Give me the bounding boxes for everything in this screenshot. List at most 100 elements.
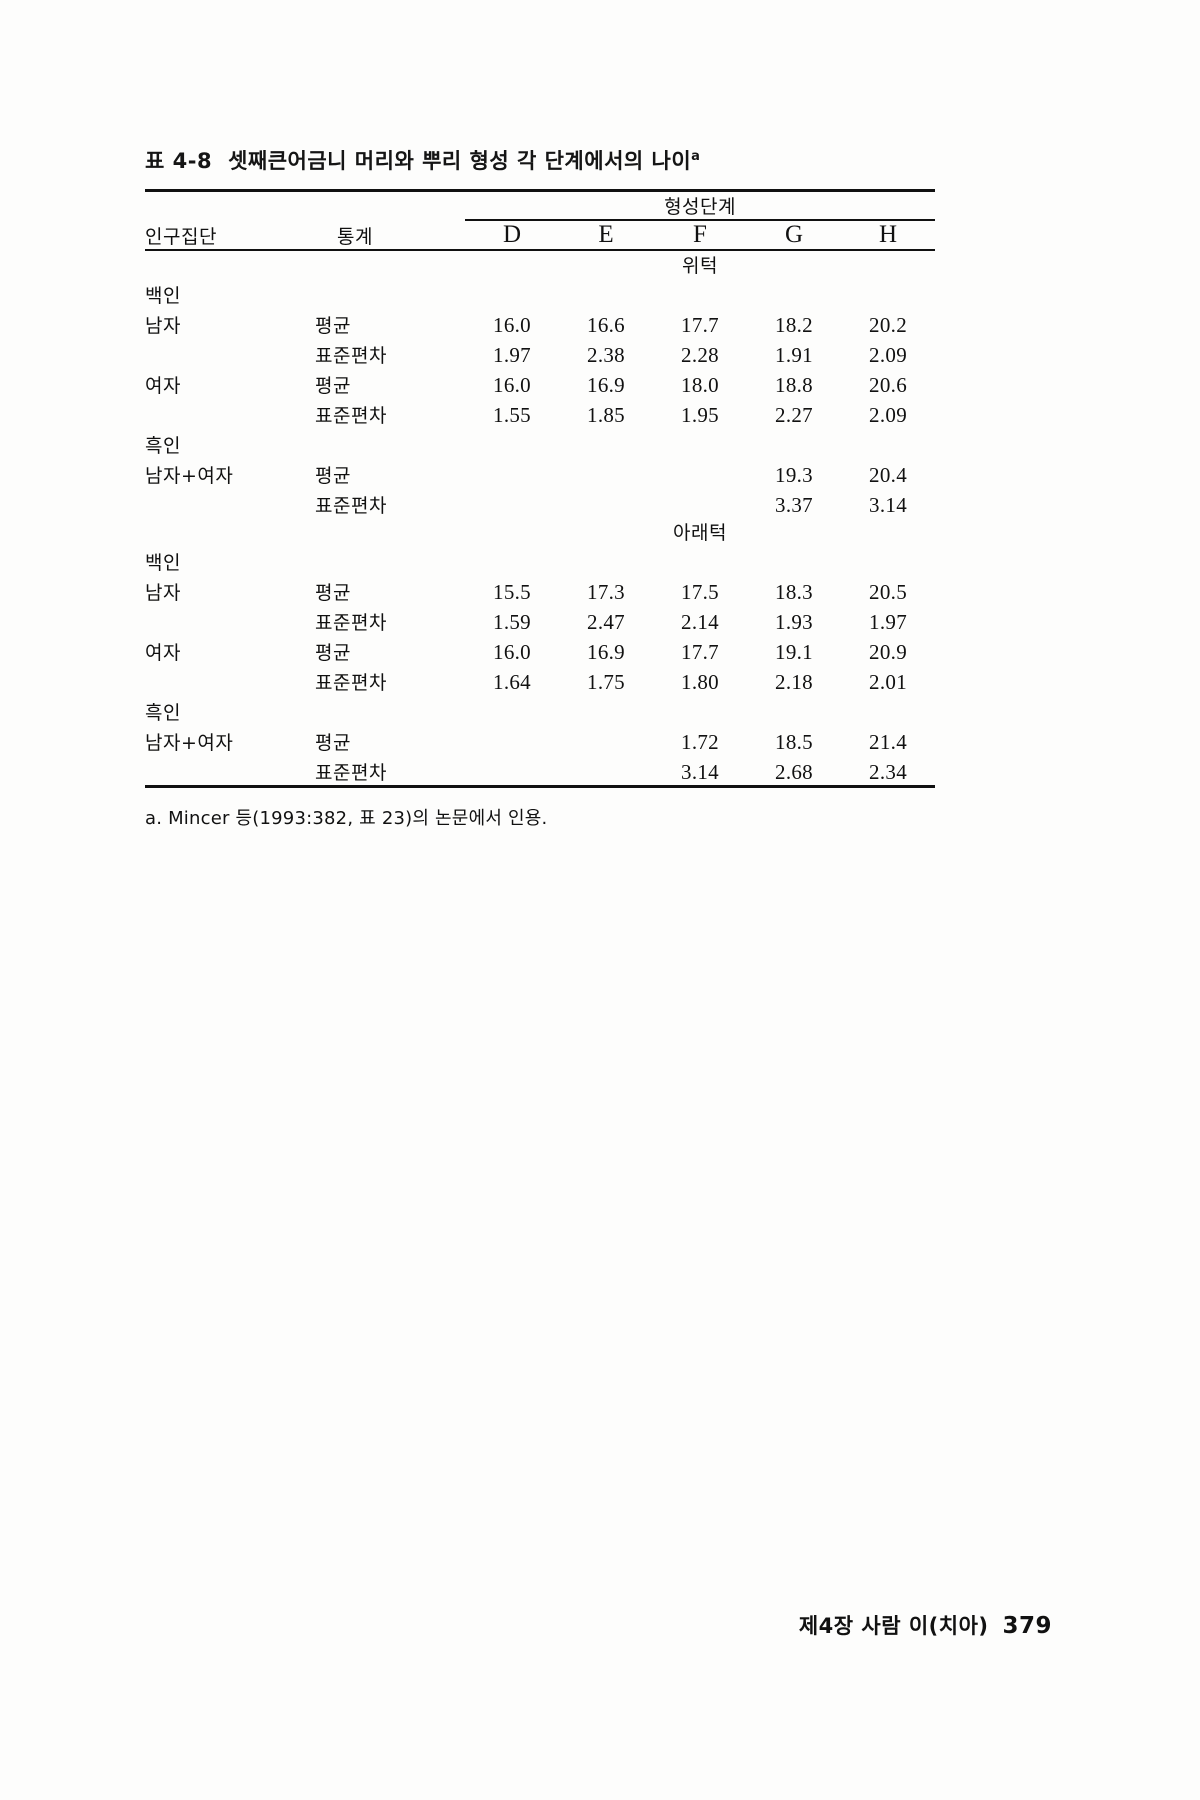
table-caption-footnote-marker: a: [691, 149, 701, 164]
empty-cell: [747, 278, 841, 308]
empty-cell: [315, 545, 465, 575]
empty-cell: [653, 545, 747, 575]
empty-cell: [747, 545, 841, 575]
header-span-label: 형성단계: [664, 196, 736, 218]
statistic-label: 평균: [315, 375, 351, 397]
table-header-span-row: 형성단계: [145, 192, 935, 220]
cell-H: 20.9: [869, 640, 907, 664]
cell-F: [653, 458, 747, 488]
cell-E: 1.85: [587, 403, 625, 427]
cell-G: 2.27: [775, 403, 813, 427]
cell-F: 17.5: [681, 580, 719, 604]
cell-E: 16.9: [587, 373, 625, 397]
statistic-label: 평균: [315, 465, 351, 487]
cell-E: [559, 725, 653, 755]
cell-G: 2.68: [775, 760, 813, 784]
group-label-row: 백인: [145, 278, 935, 308]
statistic-label: 평균: [315, 642, 351, 664]
subgroup-label-blank: [145, 338, 315, 368]
cell-F: 17.7: [681, 640, 719, 664]
subgroup-label: 남자+여자: [145, 465, 234, 487]
subgroup-label: 여자: [145, 642, 181, 664]
table-row: 표준편차 3.37 3.14: [145, 488, 935, 518]
header-blank: [145, 192, 465, 220]
empty-cell: [653, 695, 747, 725]
header-stage-D: D: [465, 219, 559, 250]
cell-H: 2.09: [869, 403, 907, 427]
table-row: 남자+여자 평균 1.72 18.5 21.4: [145, 725, 935, 755]
group-label: 흑인: [145, 435, 181, 457]
cell-G: 1.91: [775, 343, 813, 367]
table-caption: 표 4-8 셋째큰어금니 머리와 뿌리 형성 각 단계에서의 나이a: [145, 145, 945, 175]
empty-cell: [841, 545, 935, 575]
cell-D: 1.97: [493, 343, 531, 367]
table-row: 남자+여자 평균 19.3 20.4: [145, 458, 935, 488]
empty-cell: [841, 278, 935, 308]
table-row: 표준편차 1.97 2.38 2.28 1.91 2.09: [145, 338, 935, 368]
section-title-row: 아래턱: [145, 518, 935, 545]
section-title-label: 아래턱: [673, 522, 727, 544]
cell-D: [465, 488, 559, 518]
subgroup-label-blank: [145, 665, 315, 695]
section-title-spacer: [145, 251, 465, 278]
table-row: 표준편차 1.59 2.47 2.14 1.93 1.97: [145, 605, 935, 635]
empty-cell: [315, 695, 465, 725]
table-footnote: a. Mincer 등(1993:382, 표 23)의 논문에서 인용.: [145, 808, 548, 829]
cell-F: 18.0: [681, 373, 719, 397]
statistic-label: 표준편차: [315, 762, 387, 784]
page-content: 표 4-8 셋째큰어금니 머리와 뿌리 형성 각 단계에서의 나이a 형성단계 인구…: [145, 145, 945, 830]
subgroup-label: 여자: [145, 375, 181, 397]
cell-H: 21.4: [869, 730, 907, 754]
cell-F: [653, 488, 747, 518]
empty-cell: [465, 428, 559, 458]
cell-E: 2.47: [587, 610, 625, 634]
cell-H: 3.14: [869, 493, 907, 517]
table-header-stage-row: 인구집단 통계 D E F G H: [145, 219, 936, 250]
statistic-label: 표준편차: [315, 612, 387, 634]
empty-cell: [559, 695, 653, 725]
cell-D: 16.0: [493, 373, 531, 397]
chapter-title: 제4장 사람 이(치아): [798, 1614, 989, 1638]
section-title-label: 위턱: [682, 255, 718, 277]
table-row: 표준편차 1.55 1.85 1.95 2.27 2.09: [145, 398, 935, 428]
empty-cell: [465, 278, 559, 308]
empty-cell: [465, 545, 559, 575]
empty-cell: [559, 428, 653, 458]
empty-cell: [653, 278, 747, 308]
cell-H: 2.09: [869, 343, 907, 367]
table-row: 남자 평균 15.5 17.3 17.5 18.3 20.5: [145, 575, 935, 605]
cell-E: [559, 755, 653, 785]
subgroup-label-blank: [145, 605, 315, 635]
cell-D: [465, 755, 559, 785]
table-bottom-rule: [145, 785, 935, 788]
cell-G: 18.3: [775, 580, 813, 604]
cell-F: 3.14: [681, 760, 719, 784]
empty-cell: [841, 695, 935, 725]
subgroup-label-blank: [145, 488, 315, 518]
cell-H: 20.4: [869, 463, 907, 487]
group-label-row: 흑인: [145, 695, 935, 725]
header-stage-E: E: [559, 219, 653, 250]
cell-G: 2.18: [775, 670, 813, 694]
cell-F: 17.7: [681, 313, 719, 337]
cell-G: 18.2: [775, 313, 813, 337]
empty-cell: [315, 428, 465, 458]
header-population-label: 인구집단: [145, 226, 217, 248]
empty-cell: [747, 695, 841, 725]
cell-D: 16.0: [493, 313, 531, 337]
table-row: 여자 평균 16.0 16.9 17.7 19.1 20.9: [145, 635, 935, 665]
subgroup-label: 남자: [145, 582, 181, 604]
group-label-row: 흑인: [145, 428, 935, 458]
subgroup-label: 남자: [145, 315, 181, 337]
header-stage-F: F: [653, 219, 747, 250]
header-stage-H: H: [841, 219, 936, 250]
section-title-row: 위턱: [145, 251, 935, 278]
cell-D: [465, 458, 559, 488]
header-stage-G: G: [747, 219, 841, 250]
cell-F: 1.80: [681, 670, 719, 694]
section-title-spacer: [145, 518, 465, 545]
cell-F: 2.28: [681, 343, 719, 367]
empty-cell: [465, 695, 559, 725]
statistic-label: 평균: [315, 732, 351, 754]
